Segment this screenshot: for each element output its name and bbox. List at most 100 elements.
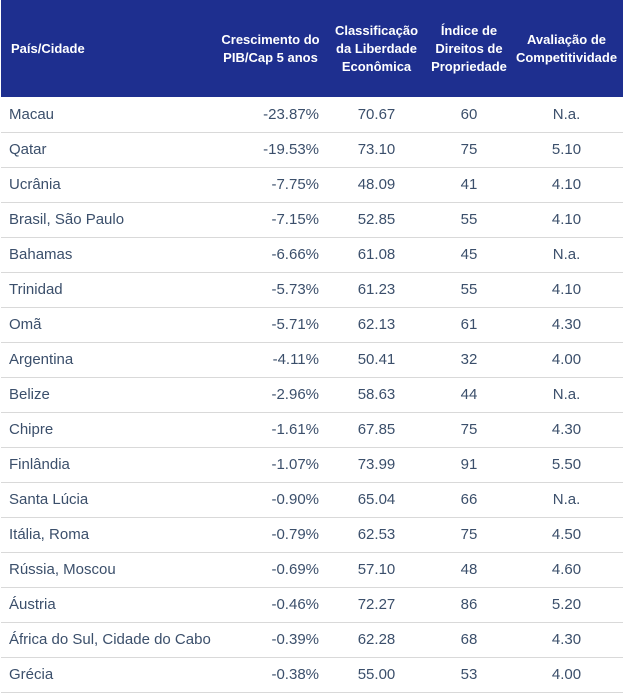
cell-gdp-growth: -6.66% bbox=[216, 237, 325, 273]
header-property-rights: Índice de Direitos de Propriedade bbox=[431, 22, 507, 74]
header-row: País/Cidade Crescimento do PIB/Cap 5 ano… bbox=[1, 0, 623, 97]
cell-competitiveness: N.a. bbox=[510, 237, 623, 273]
cell-competitiveness: N.a. bbox=[510, 482, 623, 518]
cell-economic-freedom: 61.08 bbox=[325, 237, 428, 273]
cell-country: Bahamas bbox=[1, 237, 216, 273]
cell-competitiveness: 4.00 bbox=[510, 342, 623, 378]
cell-country: Finlândia bbox=[1, 447, 216, 483]
table-row: Bahamas -6.66% 61.08 45 N.a. bbox=[1, 237, 623, 273]
cell-property-rights: 60 bbox=[428, 97, 510, 133]
cell-economic-freedom: 62.28 bbox=[325, 622, 428, 658]
cell-country: Qatar bbox=[1, 132, 216, 168]
cell-economic-freedom: 73.10 bbox=[325, 132, 428, 168]
cell-gdp-growth: -0.38% bbox=[216, 657, 325, 693]
cell-gdp-growth: -5.73% bbox=[216, 272, 325, 308]
table-row: Ucrânia -7.75% 48.09 41 4.10 bbox=[1, 167, 623, 203]
cell-property-rights: 44 bbox=[428, 377, 510, 413]
cell-property-rights: 41 bbox=[428, 167, 510, 203]
cell-economic-freedom: 61.23 bbox=[325, 272, 428, 308]
cell-country: Omã bbox=[1, 307, 216, 343]
cell-gdp-growth: -7.75% bbox=[216, 167, 325, 203]
cell-economic-freedom: 73.99 bbox=[325, 447, 428, 483]
cell-gdp-growth: -0.90% bbox=[216, 482, 325, 518]
cell-competitiveness: 4.60 bbox=[510, 552, 623, 588]
table-row: Itália, Roma -0.79% 62.53 75 4.50 bbox=[1, 517, 623, 553]
table-row: Qatar -19.53% 73.10 75 5.10 bbox=[1, 132, 623, 168]
cell-gdp-growth: -0.79% bbox=[216, 517, 325, 553]
table-row: Argentina -4.11% 50.41 32 4.00 bbox=[1, 342, 623, 378]
cell-property-rights: 86 bbox=[428, 587, 510, 623]
cell-competitiveness: 4.10 bbox=[510, 167, 623, 203]
table-row: Chipre -1.61% 67.85 75 4.30 bbox=[1, 412, 623, 448]
cell-economic-freedom: 58.63 bbox=[325, 377, 428, 413]
cell-competitiveness: 4.30 bbox=[510, 412, 623, 448]
cell-economic-freedom: 72.27 bbox=[325, 587, 428, 623]
table-row: Brasil, São Paulo -7.15% 52.85 55 4.10 bbox=[1, 202, 623, 238]
cell-economic-freedom: 48.09 bbox=[325, 167, 428, 203]
cell-economic-freedom: 62.13 bbox=[325, 307, 428, 343]
table-row: Trinidad -5.73% 61.23 55 4.10 bbox=[1, 272, 623, 308]
header-economic-freedom: Classificação da Liberdade Econômica bbox=[334, 22, 419, 74]
table-header: País/Cidade Crescimento do PIB/Cap 5 ano… bbox=[1, 0, 623, 97]
table-row: Santa Lúcia -0.90% 65.04 66 N.a. bbox=[1, 482, 623, 518]
cell-gdp-growth: -1.61% bbox=[216, 412, 325, 448]
cell-gdp-growth: -7.15% bbox=[216, 202, 325, 238]
cell-gdp-growth: -19.53% bbox=[216, 132, 325, 168]
cell-economic-freedom: 57.10 bbox=[325, 552, 428, 588]
cell-property-rights: 53 bbox=[428, 657, 510, 693]
cell-economic-freedom: 55.00 bbox=[325, 657, 428, 693]
cell-country: Grécia bbox=[1, 657, 216, 693]
cell-property-rights: 91 bbox=[428, 447, 510, 483]
cell-competitiveness: 5.10 bbox=[510, 132, 623, 168]
table-row: Macau -23.87% 70.67 60 N.a. bbox=[1, 97, 623, 133]
cell-gdp-growth: -4.11% bbox=[216, 342, 325, 378]
cell-country: Rússia, Moscou bbox=[1, 552, 216, 588]
table-row: Grécia -0.38% 55.00 53 4.00 bbox=[1, 657, 623, 693]
cell-property-rights: 32 bbox=[428, 342, 510, 378]
table-row: Finlândia -1.07% 73.99 91 5.50 bbox=[1, 447, 623, 483]
cell-property-rights: 61 bbox=[428, 307, 510, 343]
cell-country: Itália, Roma bbox=[1, 517, 216, 553]
cell-country: Macau bbox=[1, 97, 216, 133]
cell-country: Chipre bbox=[1, 412, 216, 448]
table-row: Rússia, Moscou -0.69% 57.10 48 4.60 bbox=[1, 552, 623, 588]
cell-competitiveness: N.a. bbox=[510, 377, 623, 413]
cell-property-rights: 75 bbox=[428, 517, 510, 553]
cell-gdp-growth: -0.69% bbox=[216, 552, 325, 588]
cell-property-rights: 48 bbox=[428, 552, 510, 588]
cell-property-rights: 55 bbox=[428, 202, 510, 238]
cell-economic-freedom: 70.67 bbox=[325, 97, 428, 133]
cell-gdp-growth: -2.96% bbox=[216, 377, 325, 413]
cell-economic-freedom: 65.04 bbox=[325, 482, 428, 518]
header-gdp-growth: Crescimento do PIB/Cap 5 anos bbox=[221, 31, 320, 65]
cell-gdp-growth: -5.71% bbox=[216, 307, 325, 343]
cell-economic-freedom: 67.85 bbox=[325, 412, 428, 448]
cell-property-rights: 55 bbox=[428, 272, 510, 308]
cell-competitiveness: N.a. bbox=[510, 97, 623, 133]
table-row: África do Sul, Cidade do Cabo -0.39% 62.28… bbox=[1, 622, 623, 658]
table-row: Áustria -0.46% 72.27 86 5.20 bbox=[1, 587, 623, 623]
cell-country: Trinidad bbox=[1, 272, 216, 308]
cell-economic-freedom: 52.85 bbox=[325, 202, 428, 238]
header-competitiveness: Avaliação de Competitividade bbox=[515, 31, 618, 65]
cell-competitiveness: 4.00 bbox=[510, 657, 623, 693]
cell-property-rights: 66 bbox=[428, 482, 510, 518]
cell-country: Ucrânia bbox=[1, 167, 216, 203]
cell-country: Argentina bbox=[1, 342, 216, 378]
cell-economic-freedom: 50.41 bbox=[325, 342, 428, 378]
cell-property-rights: 45 bbox=[428, 237, 510, 273]
cell-country: África do Sul, Cidade do Cabo bbox=[1, 622, 216, 658]
cell-country: Brasil, São Paulo bbox=[1, 202, 216, 238]
cell-competitiveness: 5.20 bbox=[510, 587, 623, 623]
cell-gdp-growth: -1.07% bbox=[216, 447, 325, 483]
cell-competitiveness: 4.10 bbox=[510, 202, 623, 238]
cell-country: Santa Lúcia bbox=[1, 482, 216, 518]
cell-economic-freedom: 62.53 bbox=[325, 517, 428, 553]
cell-property-rights: 75 bbox=[428, 412, 510, 448]
cell-property-rights: 75 bbox=[428, 132, 510, 168]
cell-competitiveness: 4.50 bbox=[510, 517, 623, 553]
table-row: Belize -2.96% 58.63 44 N.a. bbox=[1, 377, 623, 413]
cell-gdp-growth: -0.39% bbox=[216, 622, 325, 658]
cell-gdp-growth: -0.46% bbox=[216, 587, 325, 623]
